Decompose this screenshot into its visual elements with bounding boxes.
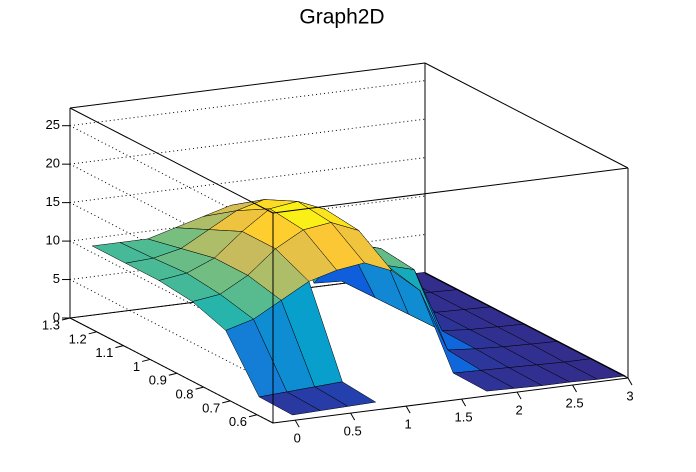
- surface-cell: [452, 370, 516, 392]
- x-tick-label: 0.5: [344, 424, 362, 439]
- x-tick-label: 1.5: [455, 410, 473, 425]
- y-tick-label: 1: [133, 359, 140, 374]
- z-tick-label: 20: [46, 156, 60, 171]
- y-tick: [222, 400, 231, 404]
- y-tick: [168, 372, 177, 376]
- x-tick: [627, 377, 633, 386]
- y-tick-label: 0.8: [175, 387, 193, 402]
- z-tick-label: 0: [53, 309, 60, 324]
- y-tick-label: 0.9: [149, 373, 167, 388]
- z-tick-label: 25: [46, 117, 60, 132]
- grid-line: [69, 157, 426, 204]
- x-tick: [461, 398, 467, 407]
- x-tick: [405, 405, 411, 414]
- x-tick-label: 3: [626, 388, 633, 403]
- y-tick-label: 1.3: [42, 317, 60, 332]
- x-tick: [294, 419, 300, 428]
- chart-title: Graph2D: [299, 6, 384, 29]
- box-edge: [272, 377, 629, 424]
- z-tick-label: 5: [53, 271, 60, 286]
- z-tick-label: 10: [46, 233, 60, 248]
- box-edge: [69, 107, 274, 214]
- box-edge: [69, 62, 426, 109]
- y-tick-label: 0.6: [229, 414, 247, 429]
- box-edge: [69, 317, 274, 424]
- y-tick: [195, 386, 204, 390]
- x-tick-label: 0: [294, 431, 301, 446]
- y-tick-label: 1.1: [95, 345, 113, 360]
- x-tick: [572, 384, 577, 393]
- y-tick-label: 1.2: [69, 331, 87, 346]
- grid-line: [69, 80, 426, 127]
- x-tick-label: 2: [515, 403, 522, 418]
- x-tick: [516, 391, 522, 400]
- y-tick: [61, 317, 71, 321]
- surface-cell: [258, 391, 322, 416]
- box-edge: [272, 167, 629, 214]
- grid-line: [69, 118, 426, 165]
- y-tick: [142, 358, 151, 362]
- y-tick: [248, 414, 258, 418]
- y-tick: [115, 345, 124, 349]
- x-tick-label: 1: [405, 417, 412, 432]
- z-tick-label: 15: [46, 194, 60, 209]
- box-edge: [424, 62, 629, 169]
- x-tick-label: 2.5: [565, 395, 583, 410]
- y-tick: [88, 331, 97, 335]
- x-tick: [350, 412, 356, 421]
- box-edge: [424, 272, 629, 379]
- y-tick-label: 0.7: [202, 400, 220, 415]
